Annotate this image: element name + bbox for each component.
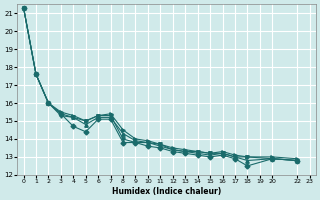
X-axis label: Humidex (Indice chaleur): Humidex (Indice chaleur) xyxy=(112,187,221,196)
